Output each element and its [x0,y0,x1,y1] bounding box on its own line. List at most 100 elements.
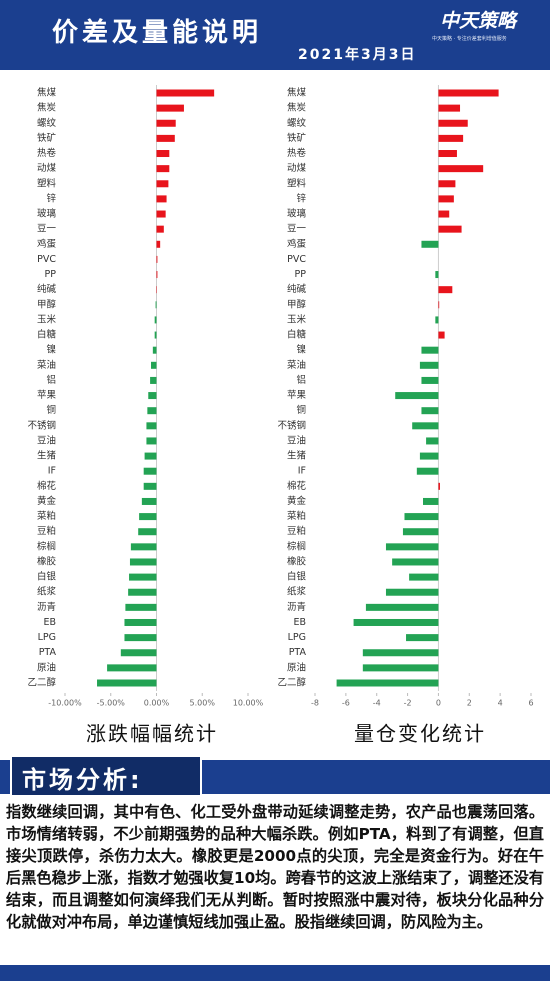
bar [156,225,164,233]
category-label: 螺纹 [37,117,57,129]
category-label: 螺纹 [287,117,307,129]
footer-bar [0,965,550,981]
category-label: 豆粕 [287,525,306,537]
bar [120,649,157,657]
logo: 中天策略 [440,10,517,32]
category-label: 菜油 [287,359,306,371]
category-label: 棕榈 [37,540,56,552]
category-label: 橡胶 [37,555,57,567]
bar [124,634,157,642]
category-label: 乙二醇 [27,677,56,689]
bar [152,346,157,354]
bar [438,210,450,218]
category-label: 白银 [287,571,307,583]
bar [151,361,157,369]
charts: -10.00% -5.00% 0.00% 5.00% 10.00% 焦煤焦炭螺纹铁矿热卷动… [27,85,534,746]
bar [336,679,439,687]
category-label: IF [48,466,56,477]
category-label: 豆一 [287,224,307,235]
bar [395,392,439,400]
category-label: 玉米 [287,313,307,325]
bar [148,392,157,400]
bar [438,119,468,127]
bar [156,165,170,173]
category-label: PP [45,269,57,280]
x-tick-label: 0.00% [144,699,170,708]
x-tick-label: 2 [467,699,472,708]
bar [143,467,157,475]
category-label: LPG [38,632,56,643]
category-label: PTA [289,647,307,658]
category-label: 沥青 [37,601,56,613]
x-tick-label: -4 [373,699,381,708]
x-tick-label: 6 [528,699,533,708]
bar [421,407,439,415]
category-label: 乙二醇 [277,677,306,689]
category-label: EB [293,617,306,628]
category-label: IF [298,466,306,477]
category-label: 纯碱 [287,283,307,295]
header [0,0,550,70]
bar [438,134,464,142]
bar [404,513,439,521]
bar [139,513,157,521]
category-label: PP [295,269,307,280]
x-tick-label: -5.00% [97,699,126,708]
category-label: 不锈钢 [27,419,56,431]
bar [146,437,157,445]
bar [438,150,457,158]
x-tick-label: -6 [342,699,350,708]
category-label: LPG [288,632,306,643]
bar [438,104,461,112]
bar [107,664,157,672]
bar [402,528,439,536]
bar [409,573,439,581]
category-label: 玻璃 [287,208,306,220]
bar [421,240,439,248]
category-label: 鸡蛋 [287,238,307,250]
bar [438,89,499,97]
category-label: 白糖 [37,329,57,341]
bar [385,588,439,596]
category-label: 棉花 [37,480,57,492]
x-tick-label: 5.00% [190,699,216,708]
category-label: PVC [287,254,306,265]
category-label: 不锈钢 [277,419,306,431]
x-tick-label: 10.00% [233,699,264,708]
bar [154,316,157,324]
bar [362,649,439,657]
bar [438,195,454,203]
category-label: 菜粕 [37,510,56,522]
bar [438,301,440,309]
section-heading: 市场分析: [22,766,143,794]
category-label: 玻璃 [37,208,56,220]
bar [156,180,169,188]
bar [419,452,439,460]
bar [421,376,439,384]
bar [156,255,158,263]
bar [438,482,440,490]
category-label: 纯碱 [37,283,57,295]
x-tick-label: 0 [436,699,441,708]
section-box [10,755,202,797]
category-label: 橡胶 [287,555,307,567]
bar [438,286,453,294]
category-label: 鸡蛋 [37,238,57,250]
bar [156,195,167,203]
date: 2021年3月3日 [298,47,417,63]
category-label: 镍 [46,344,56,356]
category-label: 铝 [296,374,306,386]
category-label: 苹果 [37,389,57,401]
category-label: 动煤 [37,162,57,174]
bar [154,331,157,339]
bar [156,150,170,158]
category-label: 甲醇 [37,298,57,310]
x-tick-label: -8 [311,699,319,708]
x-tick-label: 4 [498,699,503,708]
category-label: 镍 [296,344,306,356]
x-tick-label: -10.00% [48,699,82,708]
bar [130,543,157,551]
category-label: 苹果 [287,389,307,401]
bar [155,301,157,309]
